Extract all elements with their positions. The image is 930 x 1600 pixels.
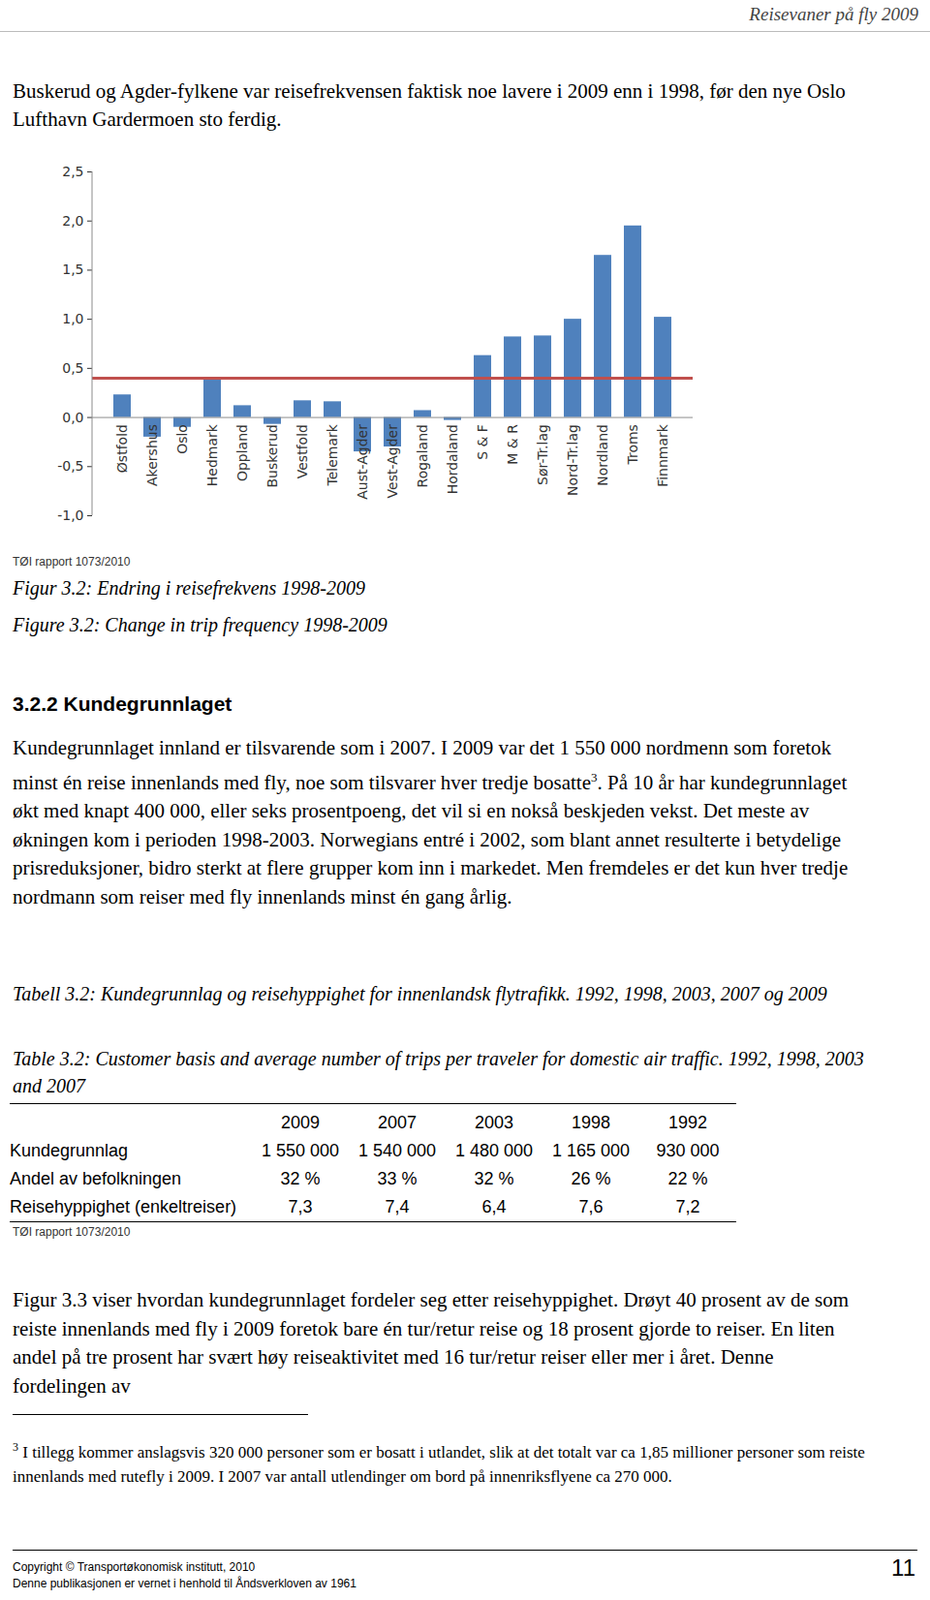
html-text:3.2.2 Kundegrunnlaget: 3.2.2 Kundegrunnlaget (12, 692, 232, 715)
svg-text:Hordaland: Hordaland (444, 424, 461, 495)
svg-text:M & R: M & R (504, 424, 521, 465)
svg-text:Nordland: Nordland (594, 424, 611, 487)
html-text:32 %: 32 % (474, 1169, 514, 1189)
html-text:2003: 2003 (474, 1113, 514, 1133)
html-text:33 %: 33 % (377, 1169, 418, 1189)
svg-text:0,5: 0,5 (62, 360, 84, 376)
html-text:26 %: 26 % (571, 1169, 611, 1189)
html-text:1992: 1992 (668, 1113, 708, 1133)
svg-text:Finnmark: Finnmark (654, 423, 671, 488)
svg-text:S & F: S & F (474, 424, 491, 461)
html-text:Kundegrunnlag: Kundegrunnlag (9, 1141, 128, 1161)
html-text:1 540 000: 1 540 000 (358, 1141, 436, 1161)
svg-text:1,5: 1,5 (62, 261, 84, 278)
svg-text:Buskerud: Buskerud (264, 424, 280, 489)
html-text:930 000: 930 000 (656, 1141, 720, 1161)
html-text:1 480 000: 1 480 000 (455, 1141, 533, 1161)
svg-text:Akershus: Akershus (144, 424, 160, 487)
html-text:Reisehyppighet (enkeltreiser): Reisehyppighet (enkeltreiser) (9, 1197, 237, 1217)
html-text:7,2: 7,2 (675, 1197, 700, 1217)
svg-text:Hedmark: Hedmark (204, 423, 220, 487)
html-text:Kundegrunnlaget innland er til: Kundegrunnlaget innland er tilsvarende s… (12, 736, 848, 909)
html-text:7,3: 7,3 (288, 1197, 313, 1217)
html-text:1 165 000: 1 165 000 (552, 1141, 630, 1161)
html-text:22 %: 22 % (667, 1169, 708, 1189)
svg-text:Sør-Tr.lag: Sør-Tr.lag (534, 424, 551, 486)
html-text:32 %: 32 % (280, 1169, 321, 1189)
html-text:2007: 2007 (377, 1113, 417, 1133)
svg-text:Oslo: Oslo (174, 424, 190, 455)
html-text:Reisevaner på fly 2009: Reisevaner på fly 2009 (749, 3, 919, 25)
svg-text:Aust-Agder: Aust-Agder (354, 424, 371, 500)
html-text:Buskerud og Agder-fylkene var: Buskerud og Agder-fylkene var reisefrekv… (12, 79, 846, 131)
svg-text:2,5: 2,5 (62, 163, 84, 180)
html-text:7,4: 7,4 (385, 1197, 410, 1217)
html-text:Figur 3.2: Endring i reisefrek: Figur 3.2: Endring i reisefrekvens 1998-… (12, 577, 366, 599)
svg-text:-1,0: -1,0 (57, 507, 84, 524)
svg-text:-0,5: -0,5 (57, 458, 84, 474)
html-text:Figur 3.3 viser hvordan kundeg: Figur 3.3 viser hvordan kundegrunnlaget … (12, 1288, 849, 1398)
html-text:Denne publikasjonen er vernet: Denne publikasjonen er vernet i henhold … (12, 1577, 357, 1591)
html-text:1998: 1998 (571, 1113, 611, 1133)
html-text:6,4: 6,4 (481, 1197, 507, 1217)
svg-text:0,0: 0,0 (62, 409, 84, 426)
html-text:TØI rapport 1073/2010: TØI rapport 1073/2010 (12, 1225, 131, 1240)
html-text:Andel av befolkningen: Andel av befolkningen (9, 1169, 182, 1189)
html-text:Figure 3.2: Change in trip fre: Figure 3.2: Change in trip frequency 199… (12, 614, 388, 636)
html-text:TØI rapport 1073/2010: TØI rapport 1073/2010 (12, 555, 131, 569)
svg-text:Telemark: Telemark (324, 423, 341, 487)
svg-text:Vest-Agder: Vest-Agder (384, 424, 401, 499)
svg-text:Vestfold: Vestfold (294, 424, 310, 479)
html-text:2009: 2009 (280, 1113, 320, 1133)
html-text:7,6: 7,6 (578, 1197, 604, 1217)
svg-text:1,0: 1,0 (62, 310, 84, 327)
html-text:Table 3.2: Customer basis and: Table 3.2: Customer basis and average nu… (12, 1048, 864, 1097)
svg-text:Østfold: Østfold (114, 424, 130, 473)
svg-text:Troms: Troms (624, 424, 641, 465)
svg-text:Rogaland: Rogaland (414, 424, 431, 488)
svg-text:Nord-Tr.lag: Nord-Tr.lag (564, 424, 581, 496)
svg-text:Oppland: Oppland (234, 424, 250, 482)
html-text:11: 11 (891, 1554, 916, 1581)
svg-text:2,0: 2,0 (62, 213, 84, 229)
html-text:Copyright © Transportøkonomisk: Copyright © Transportøkonomisk institutt… (12, 1560, 256, 1575)
html-text:Tabell 3.2: Kundegrunnlag og r: Tabell 3.2: Kundegrunnlag og reisehyppig… (12, 983, 828, 1005)
html-text:1 550 000: 1 550 000 (261, 1141, 340, 1161)
html-text:3I tillegg kommer anslagsvis 3: 3I tillegg kommer anslagsvis 320 000 per… (12, 1440, 865, 1486)
